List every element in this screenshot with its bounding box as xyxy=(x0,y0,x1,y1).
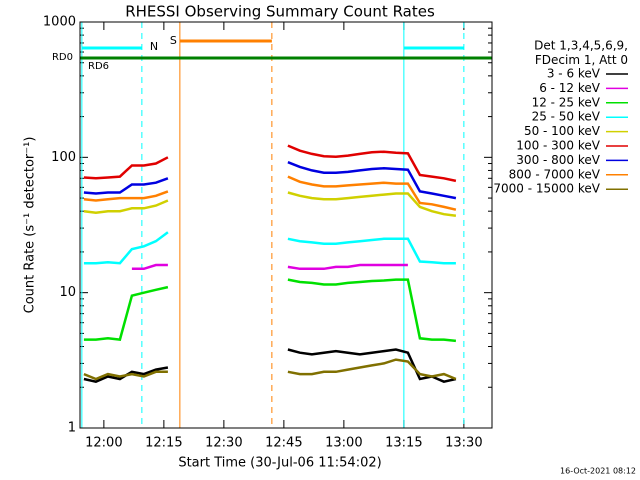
series-line xyxy=(83,231,456,265)
legend-label: 12 - 25 keV xyxy=(532,95,601,109)
legend-label: 50 - 100 keV xyxy=(524,124,601,138)
legend-label: 3 - 6 keV xyxy=(547,67,601,81)
series-line xyxy=(83,144,457,183)
chart-title: RHESSI Observing Summary Count Rates xyxy=(125,3,435,21)
x-axis-label: Start Time (30-Jul-06 11:54:02) xyxy=(178,456,381,471)
legend-label: 100 - 300 keV xyxy=(516,139,600,153)
legend-label: 25 - 50 keV xyxy=(532,110,601,124)
x-tick-label: 13:15 xyxy=(385,436,422,451)
rd-label: RD0 xyxy=(52,52,73,63)
y-tick-label: 1000 xyxy=(43,15,76,30)
legend-label: 300 - 800 keV xyxy=(516,153,600,167)
legend-label: 800 - 7000 keV xyxy=(509,167,601,181)
series-line xyxy=(83,278,457,343)
x-tick-label: 12:00 xyxy=(85,436,122,451)
series-line xyxy=(83,191,457,218)
legend-title: Det 1,3,4,5,6,9, xyxy=(534,39,628,53)
x-tick-label: 12:45 xyxy=(265,436,302,451)
series-line xyxy=(83,358,457,381)
y-tick-label: 100 xyxy=(51,150,76,165)
y-tick-label: 10 xyxy=(59,285,76,300)
legend-label: 7000 - 15000 keV xyxy=(493,182,600,196)
legend-title: FDecim 1, Att 0 xyxy=(535,53,628,67)
flag-label: S xyxy=(170,34,177,47)
plot-frame xyxy=(79,21,493,429)
x-tick-label: 12:15 xyxy=(145,436,182,451)
series-line xyxy=(83,175,457,211)
x-tick-label: 12:30 xyxy=(205,436,242,451)
legend-label: 6 - 12 keV xyxy=(539,81,601,95)
rd-label: RD6 xyxy=(88,61,109,72)
flag-label: N xyxy=(150,40,158,53)
x-tick-label: 13:00 xyxy=(325,436,362,451)
series-line xyxy=(83,161,457,200)
x-tick-label: 13:30 xyxy=(445,436,482,451)
y-axis-label: Count Rate (s⁻¹ detector⁻¹) xyxy=(23,137,38,314)
footer: 16-Oct-2021 08:12 xyxy=(560,467,636,476)
y-tick-label: 1 xyxy=(68,421,76,436)
series-line xyxy=(131,263,408,271)
